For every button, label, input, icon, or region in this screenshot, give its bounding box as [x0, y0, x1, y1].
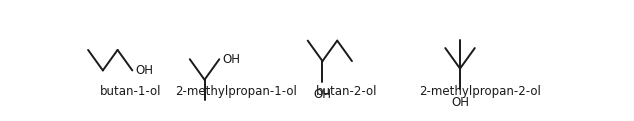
Text: 2-methylpropan-2-ol: 2-methylpropan-2-ol [419, 85, 541, 98]
Text: OH: OH [135, 64, 153, 77]
Text: butan-2-ol: butan-2-ol [316, 85, 378, 98]
Text: 2-methylpropan-1-ol: 2-methylpropan-1-ol [176, 85, 297, 98]
Text: OH: OH [451, 96, 469, 109]
Text: OH: OH [223, 53, 241, 66]
Text: butan-1-ol: butan-1-ol [100, 85, 162, 98]
Text: OH: OH [313, 88, 332, 101]
